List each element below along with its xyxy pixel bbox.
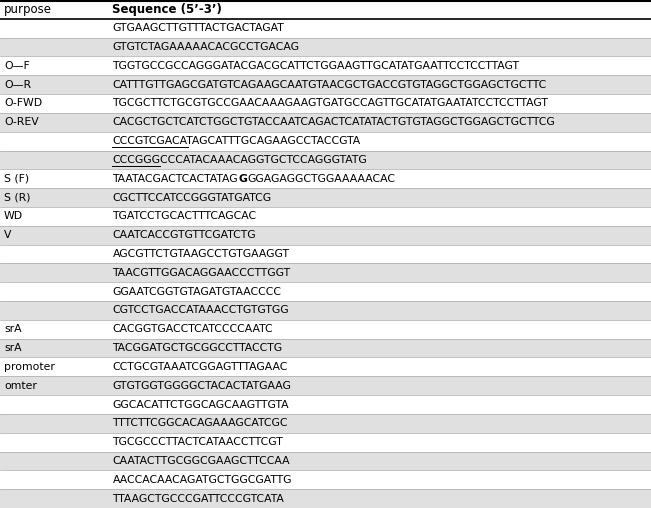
Bar: [0, 226, 651, 244]
Text: S (F): S (F): [4, 174, 29, 184]
Bar: [0, 320, 651, 339]
Text: TAATACGACTCACTATAG: TAATACGACTCACTATAG: [113, 174, 238, 184]
Text: CACGGTGACCTCATCCCCAATC: CACGGTGACCTCATCCCCAATC: [113, 324, 273, 334]
Bar: [0, 75, 651, 94]
Text: Sequence (5’-3’): Sequence (5’-3’): [113, 3, 222, 16]
Text: TACGGATGCTGCGGCCTTACCTG: TACGGATGCTGCGGCCTTACCTG: [113, 343, 283, 353]
Text: O—F: O—F: [4, 61, 30, 71]
Text: CCTGCGTAAATCGGAGTTTAGAAC: CCTGCGTAAATCGGAGTTTAGAAC: [113, 362, 288, 372]
Text: CGCTTCCATCCGGGTATGATCG: CGCTTCCATCCGGGTATGATCG: [113, 193, 271, 203]
Text: GGCACATTCTGGCAGCAAGTTGTA: GGCACATTCTGGCAGCAAGTTGTA: [113, 399, 289, 409]
Bar: [0, 433, 651, 452]
Bar: [0, 94, 651, 113]
Text: TGGTGCCGCCAGGGATACGACGCATTCTGGAAGTTGCATATGAATTCCTCCTTAGT: TGGTGCCGCCAGGGATACGACGCATTCTGGAAGTTGCATA…: [113, 61, 519, 71]
Text: GGAATCGGTGTAGATGTAACCCC: GGAATCGGTGTAGATGTAACCCC: [113, 287, 281, 297]
Bar: [0, 339, 651, 358]
Text: omter: omter: [4, 380, 37, 391]
Text: CGTCCTGACCATAAACCTGTGTGG: CGTCCTGACCATAAACCTGTGTGG: [113, 305, 289, 315]
Bar: [0, 150, 651, 169]
Text: O—R: O—R: [4, 80, 31, 90]
Text: CCCGTCGACA: CCCGTCGACA: [113, 136, 187, 146]
Bar: [0, 244, 651, 264]
Text: TGCGCTTCTGCGTGCCGAACAAAGAAGTGATGCCAGTTGCATATGAATATCCTCCTTAGT: TGCGCTTCTGCGTGCCGAACAAAGAAGTGATGCCAGTTGC…: [113, 99, 548, 109]
Bar: [0, 264, 651, 282]
Text: CAATACTTGCGGCGAAGCTTCCAA: CAATACTTGCGGCGAAGCTTCCAA: [113, 456, 290, 466]
Bar: [0, 452, 651, 470]
Text: GTGAAGCTTGTTTACTGACTAGAT: GTGAAGCTTGTTTACTGACTAGAT: [113, 23, 284, 33]
Text: GGAGAGGCTGGAAAAACAC: GGAGAGGCTGGAAAAACAC: [247, 174, 395, 184]
Bar: [0, 301, 651, 320]
Text: promoter: promoter: [4, 362, 55, 372]
Bar: [0, 207, 651, 226]
Bar: [0, 132, 651, 150]
Text: CCCGGG: CCCGGG: [113, 155, 160, 165]
Bar: [0, 470, 651, 489]
Text: TTTCTTCGGCACAGAAAGCATCGC: TTTCTTCGGCACAGAAAGCATCGC: [113, 418, 288, 428]
Text: O-FWD: O-FWD: [4, 99, 42, 109]
Bar: [0, 169, 651, 188]
Text: CCCGTCGACATAGCATTTGCAGAAGCCTACCGTA: CCCGTCGACATAGCATTTGCAGAAGCCTACCGTA: [113, 136, 361, 146]
Bar: [0, 56, 651, 75]
Text: TAACGTTGGACAGGAACCCTTGGT: TAACGTTGGACAGGAACCCTTGGT: [113, 268, 290, 278]
Text: srA: srA: [4, 343, 21, 353]
Bar: [0, 188, 651, 207]
Bar: [0, 358, 651, 376]
Bar: [0, 376, 651, 395]
Text: G: G: [238, 174, 247, 184]
Text: TTAAGCTGCCCGATTCCCGTCATA: TTAAGCTGCCCGATTCCCGTCATA: [113, 494, 284, 503]
Text: TGATCCTGCACTTTCAGCAC: TGATCCTGCACTTTCAGCAC: [113, 211, 256, 221]
Bar: [0, 0, 651, 19]
Bar: [0, 19, 651, 38]
Text: O-REV: O-REV: [4, 117, 39, 128]
Bar: [0, 414, 651, 433]
Text: srA: srA: [4, 324, 21, 334]
Text: purpose: purpose: [4, 3, 52, 16]
Text: GTGTGGTGGGGCTACACTATGAAG: GTGTGGTGGGGCTACACTATGAAG: [113, 380, 291, 391]
Text: AACCACAACAGATGCTGGCGATTG: AACCACAACAGATGCTGGCGATTG: [113, 475, 292, 485]
Text: S (R): S (R): [4, 193, 31, 203]
Text: TGCGCCCTTACTCATAACCTTCGT: TGCGCCCTTACTCATAACCTTCGT: [113, 437, 283, 447]
Bar: [0, 113, 651, 132]
Text: AGCGTTCTGTAAGCCTGTGAAGGT: AGCGTTCTGTAAGCCTGTGAAGGT: [113, 249, 290, 259]
Text: GTGTCTAGAAAAACACGCCTGACAG: GTGTCTAGAAAAACACGCCTGACAG: [113, 42, 299, 52]
Bar: [0, 38, 651, 56]
Bar: [0, 489, 651, 508]
Text: CAATCACCGTGTTCGATCTG: CAATCACCGTGTTCGATCTG: [113, 230, 256, 240]
Text: V: V: [4, 230, 12, 240]
Text: CACGCTGCTCATCTGGCTGTACCAATCAGACTCATATACTGTGTAGGCTGGAGCTGCTTCG: CACGCTGCTCATCTGGCTGTACCAATCAGACTCATATACT…: [113, 117, 555, 128]
Bar: [0, 395, 651, 414]
Text: WD: WD: [4, 211, 23, 221]
Bar: [0, 282, 651, 301]
Text: CATTTGTTGAGCGATGTCAGAAGCAATGTAACGCTGACCGTGTAGGCTGGAGCTGCTTC: CATTTGTTGAGCGATGTCAGAAGCAATGTAACGCTGACCG…: [113, 80, 547, 90]
Text: CCCGGGCCCATACAAACAGGTGCTCCAGGGTATG: CCCGGGCCCATACAAACAGGTGCTCCAGGGTATG: [113, 155, 367, 165]
